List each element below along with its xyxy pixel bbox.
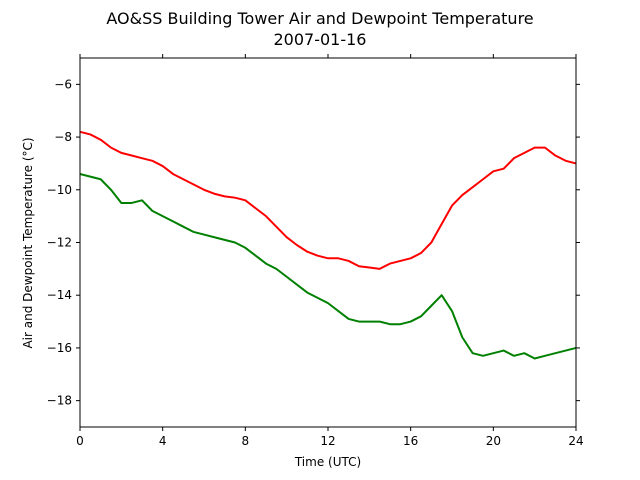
y-tick-label: −14 [47, 288, 72, 302]
x-tick-label: 20 [486, 434, 501, 448]
x-tick-label: 0 [76, 434, 84, 448]
x-axis-label: Time (UTC) [294, 455, 361, 469]
series-line-1 [79, 173, 577, 360]
ticks-layer: 0 4 8 12 16 20 24 −18 −16 −14 −12 −10 −8 −6 [47, 54, 584, 448]
y-tick-label: −10 [47, 183, 72, 197]
y-axis-label: Air and Dewpoint Temperature (°C) [21, 137, 35, 348]
y-tick-label: −18 [47, 394, 72, 408]
x-tick-label: 4 [159, 434, 167, 448]
x-tick-label: 24 [568, 434, 583, 448]
y-tick-label: −6 [54, 77, 72, 91]
chart-subtitle: 2007-01-16 [274, 30, 367, 49]
x-tick-label: 16 [403, 434, 418, 448]
series-layer [79, 130, 577, 360]
y-tick-label: −8 [54, 130, 72, 144]
x-tick-label: 8 [242, 434, 250, 448]
y-tick-label: −12 [47, 236, 72, 250]
x-tick-label: 12 [320, 434, 335, 448]
y-tick-label: −16 [47, 341, 72, 355]
chart-title: AO&SS Building Tower Air and Dewpoint Te… [106, 9, 533, 28]
series-line-0 [79, 130, 577, 270]
plot-frame [79, 57, 577, 428]
